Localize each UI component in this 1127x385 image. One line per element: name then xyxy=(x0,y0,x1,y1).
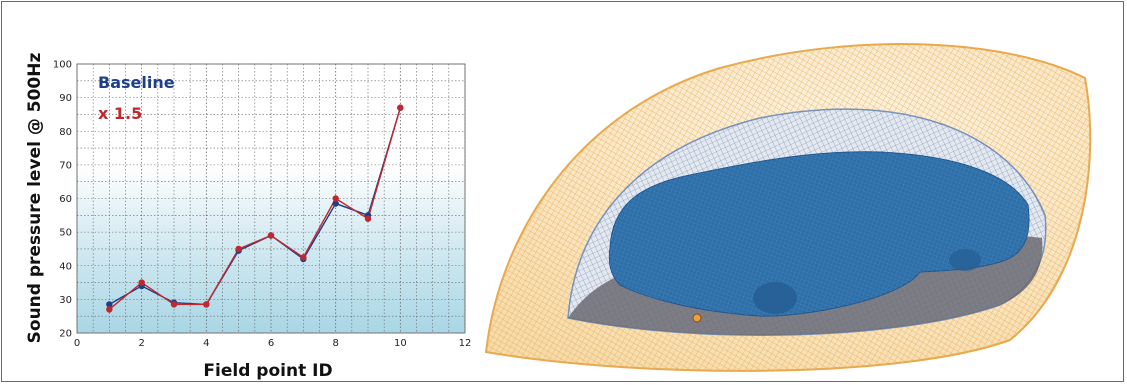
data-point-baseline xyxy=(332,200,339,207)
x-tick-label: 6 xyxy=(268,338,274,349)
data-point-x1-5 xyxy=(364,215,372,222)
x-tick-label: 8 xyxy=(332,338,338,349)
data-point-x1-5 xyxy=(138,279,145,286)
x-tick-label: 10 xyxy=(394,338,407,349)
legend-x15: x 1.5 xyxy=(98,104,142,123)
x-tick-label: 2 xyxy=(138,338,144,349)
data-point-x1-5 xyxy=(267,232,275,239)
y-tick-label: 80 xyxy=(59,127,72,138)
car-mesh xyxy=(608,151,1030,317)
legend-baseline: Baseline xyxy=(98,73,175,92)
x-tick-label: 0 xyxy=(74,338,80,349)
y-tick-label: 30 xyxy=(59,295,72,306)
y-tick-label: 20 xyxy=(59,329,72,340)
y-tick-label: 90 xyxy=(59,93,72,104)
data-point-x1-5 xyxy=(106,306,113,313)
data-point-x1-5 xyxy=(170,301,178,308)
y-tick-label: 70 xyxy=(59,160,72,171)
y-tick-label: 100 xyxy=(53,60,72,71)
y-tick-label: 40 xyxy=(59,261,72,272)
data-point-x1-5 xyxy=(397,104,404,111)
series-layer xyxy=(106,104,404,313)
y-tick-label: 50 xyxy=(59,228,72,239)
data-point-x1-5 xyxy=(203,301,210,308)
tick-labels: 0 2 4 6 8 10 12 20 30 40 50 60 70 80 90 100 xyxy=(53,60,471,350)
sound-pressure-chart: 0 2 4 6 8 10 12 20 30 40 50 60 70 80 90 100 Baseline x … xyxy=(25,53,471,381)
y-tick-label: 60 xyxy=(59,194,72,205)
y-axis-label: Sound pressure level @ 500Hz xyxy=(25,53,45,344)
data-point-x1-5 xyxy=(332,195,339,202)
data-point-x1-5 xyxy=(300,254,307,261)
x-tick-label: 4 xyxy=(203,338,209,349)
field-point-marker xyxy=(692,313,702,323)
x-tick-label: 12 xyxy=(459,338,472,349)
data-point-baseline xyxy=(106,301,113,308)
grid-lines xyxy=(76,63,466,334)
series-line-x1-5 xyxy=(108,107,402,311)
data-point-x1-5 xyxy=(235,245,242,253)
x-axis-label: Field point ID xyxy=(203,361,332,381)
